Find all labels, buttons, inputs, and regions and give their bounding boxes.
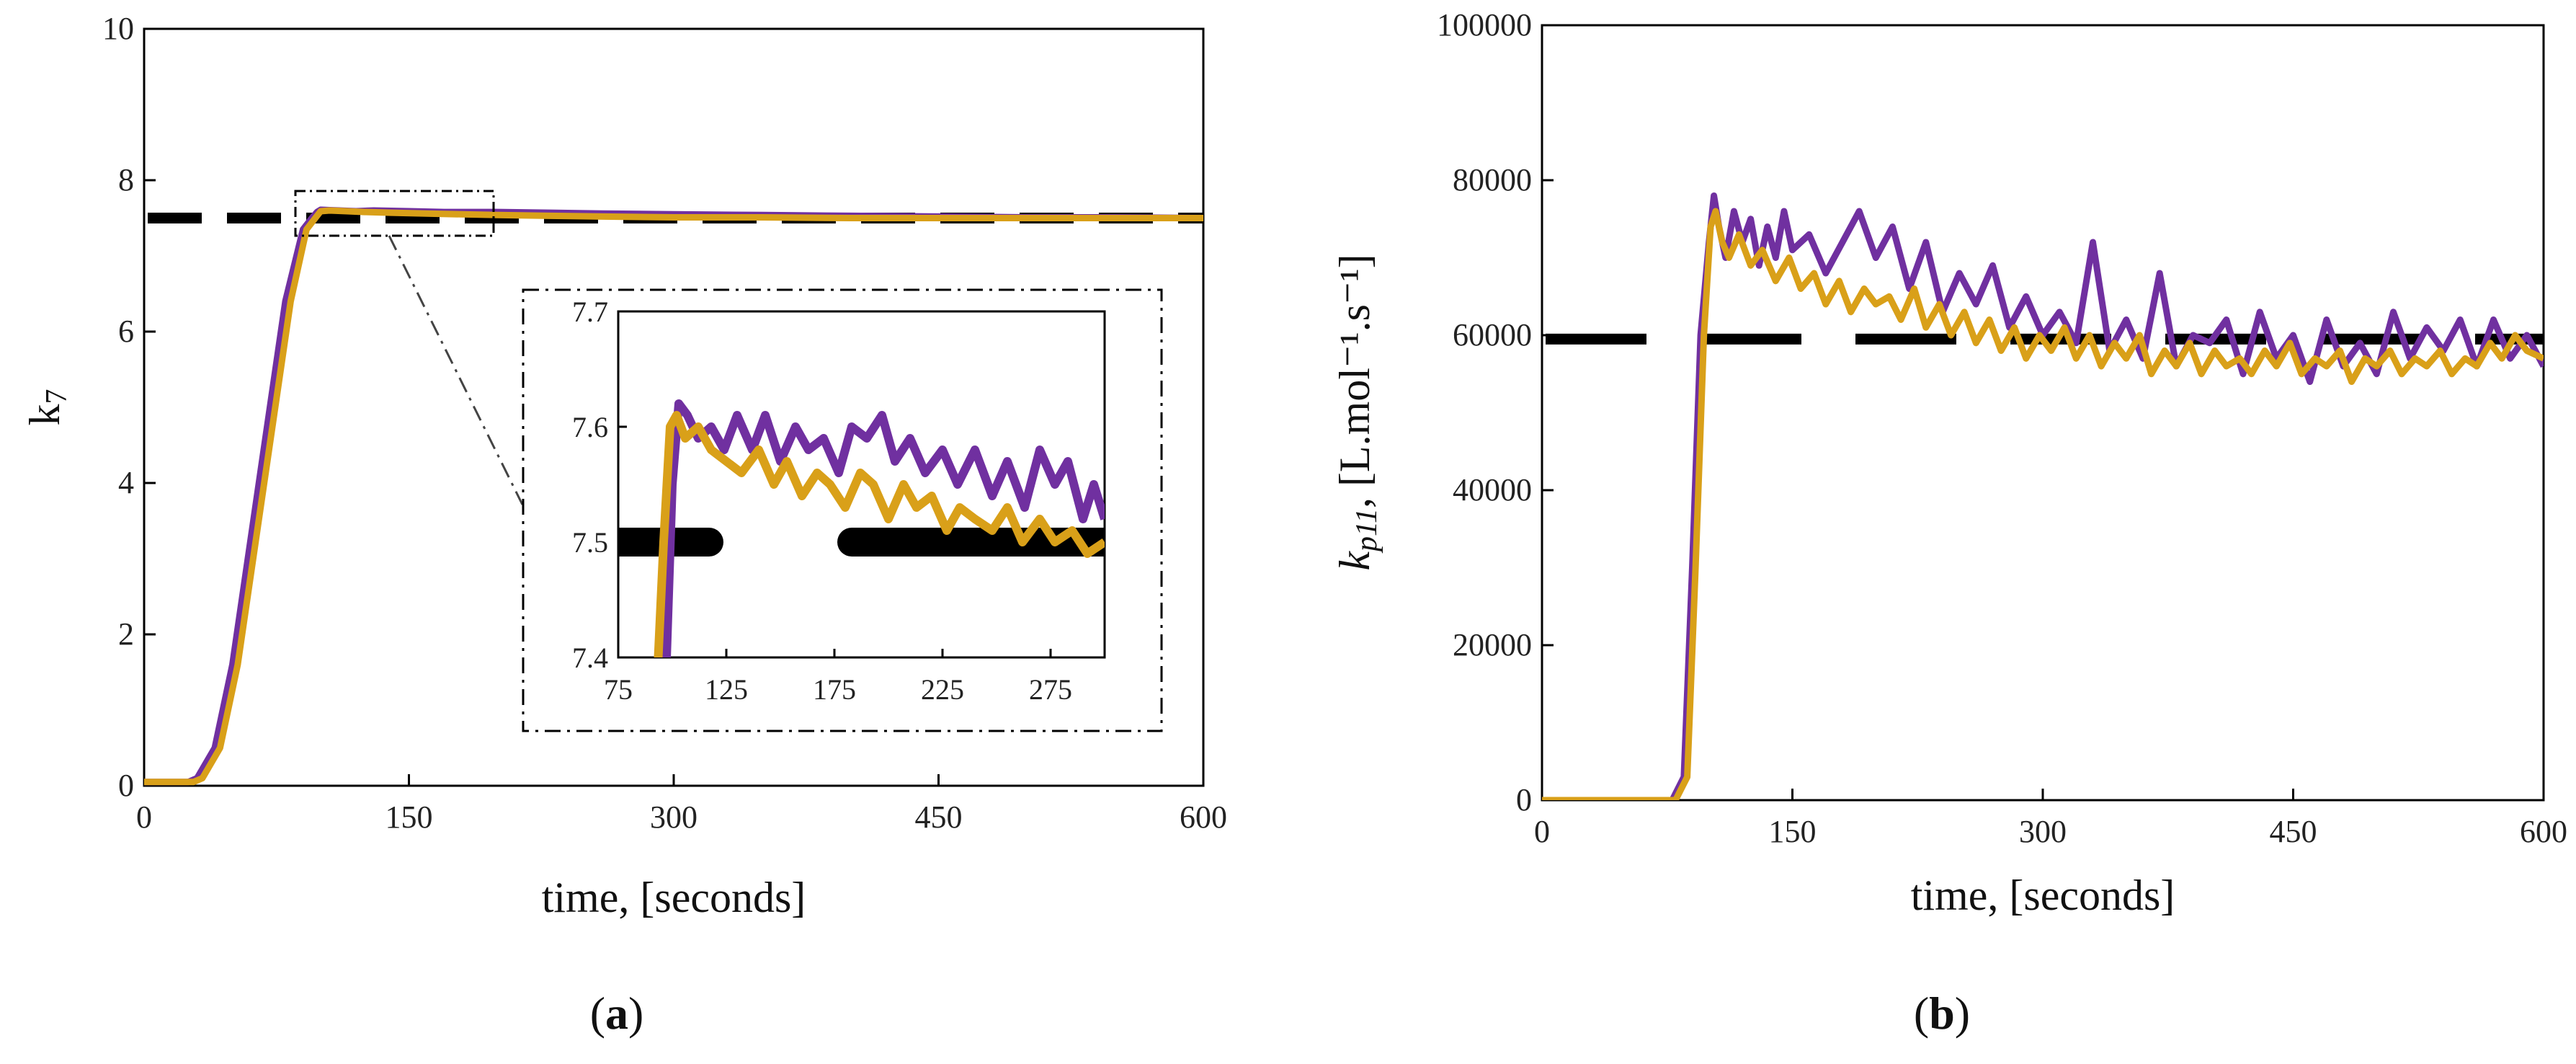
panel-a-xtick-label: 150	[385, 799, 433, 835]
panel-a-series-gold	[144, 207, 1203, 786]
panel-a-ytick-label: 6	[118, 314, 134, 349]
panel-b-xlabel: time, [seconds]	[1911, 872, 2175, 919]
panel-a-ytick-label: 2	[118, 616, 134, 652]
panel-a-ylabel: k7	[21, 389, 73, 426]
inset-series-gold	[654, 411, 1105, 657]
inset-ytick-label: 7.6	[572, 411, 608, 443]
zoom-connector-line	[388, 235, 524, 505]
panel-b-ytick-label: 60000	[1453, 317, 1532, 353]
panel-b-xtick-label: 0	[1534, 814, 1550, 849]
panel-a-letter: a	[605, 988, 628, 1039]
panel-a-xtick-label: 450	[915, 799, 963, 835]
panel-b-ylabel-unit: , [L.mol⁻¹.s⁻¹]	[1331, 254, 1378, 508]
inset-xtick-label: 275	[1029, 673, 1072, 706]
panel-b-ytick-label: 40000	[1453, 472, 1532, 507]
panel-b-ylabel-sub: p11	[1350, 508, 1383, 554]
panel-a-ytick-label: 8	[118, 162, 134, 198]
panel-a-xtick-label: 600	[1180, 799, 1227, 835]
inset-xtick-label: 225	[921, 673, 964, 706]
inset-xtick-label: 125	[705, 673, 748, 706]
panel-b-ylabel-main: k	[1331, 551, 1378, 571]
panel-b-ytick-label: 100000	[1437, 7, 1532, 43]
panel-a-xtick-label: 0	[136, 799, 152, 835]
inset-plot-frame	[617, 310, 1106, 659]
panel-b-series-gold	[1542, 208, 2544, 800]
inset-ytick-label: 7.5	[572, 526, 608, 559]
panel-b-letter: b	[1929, 988, 1955, 1039]
panel-b: 0 20000 40000 60000 80000 100000 0 150 300 450 60…	[1331, 7, 2567, 1039]
panel-b-xtick-label: 450	[2270, 814, 2317, 849]
inset-ytick-label: 7.4	[572, 642, 608, 674]
panel-a-ylabel-sub: 7	[40, 389, 73, 404]
panel-a-ytick-label: 10	[102, 11, 134, 46]
inset-xtick-label: 75	[604, 673, 633, 706]
panel-b-ytick-label: 80000	[1453, 162, 1532, 198]
panel-b-ytick-label: 0	[1516, 782, 1532, 817]
panel-b-ylabel: kp11, [L.mol⁻¹.s⁻¹]	[1331, 254, 1383, 570]
inset-xtick-label: 175	[813, 673, 856, 706]
inset-ytick-label: 7.7	[572, 296, 608, 328]
panel-a-xtick-label: 300	[650, 799, 698, 835]
inset-chart: 7.4 7.5 7.6 7.7 75 125 175 225 275	[522, 288, 1163, 732]
panel-a-ylabel-main: k	[21, 404, 68, 426]
panel-b-xtick-label: 600	[2520, 814, 2567, 849]
panel-a-ytick-label: 4	[118, 465, 134, 500]
zoom-region-box	[294, 190, 495, 237]
panel-b-ytick-label: 20000	[1453, 627, 1532, 662]
panel-b-label: (b)	[1914, 988, 1970, 1039]
inset-series-purple	[662, 399, 1105, 657]
panel-b-xtick-label: 150	[1769, 814, 1817, 849]
panel-b-xtick-label: 300	[2019, 814, 2067, 849]
panel-a: 0 2 4 6 8 10 0 150 300 450 600 k7 time, [seconds]…	[21, 11, 1227, 1039]
panel-a-ytick-label: 0	[118, 768, 134, 803]
panel-a-label: (a)	[590, 988, 644, 1039]
panel-a-xlabel: time, [seconds]	[542, 874, 806, 921]
